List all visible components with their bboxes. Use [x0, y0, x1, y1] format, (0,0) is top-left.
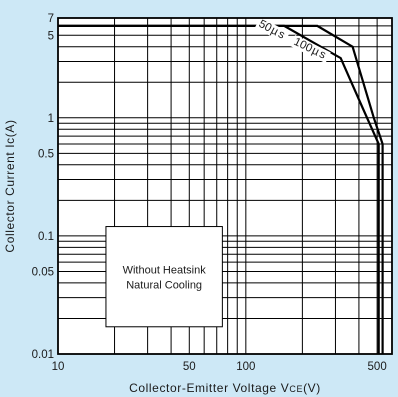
y-tick-label: 0.01	[32, 349, 54, 361]
y-axis-label: Collector Current Ic(A)	[3, 119, 17, 252]
annotation-text: Natural Cooling	[126, 280, 202, 292]
y-tick-label: 1	[48, 113, 54, 125]
y-tick-label: 0.05	[32, 266, 54, 278]
series-line-100us	[58, 24, 380, 354]
y-tick-label: 5	[48, 30, 54, 42]
x-tick-label: 100	[236, 361, 255, 373]
plot-frame	[57, 17, 393, 355]
series-label-backdrop	[289, 35, 331, 64]
annotation-text: Without Heatsink	[123, 265, 207, 277]
y-tick-label: 0.1	[38, 231, 54, 243]
x-axis-label: Collector-Emitter Voltage VCE(V)	[129, 381, 321, 395]
series-label-backdrop	[254, 17, 290, 44]
annotation-box	[105, 226, 223, 328]
x-tick-label: 500	[368, 361, 387, 373]
x-tick-label: 50	[183, 361, 196, 373]
y-tick-label: 7	[48, 13, 54, 25]
x-tick-label: 10	[52, 361, 65, 373]
y-tick-label: 0.5	[38, 148, 54, 160]
